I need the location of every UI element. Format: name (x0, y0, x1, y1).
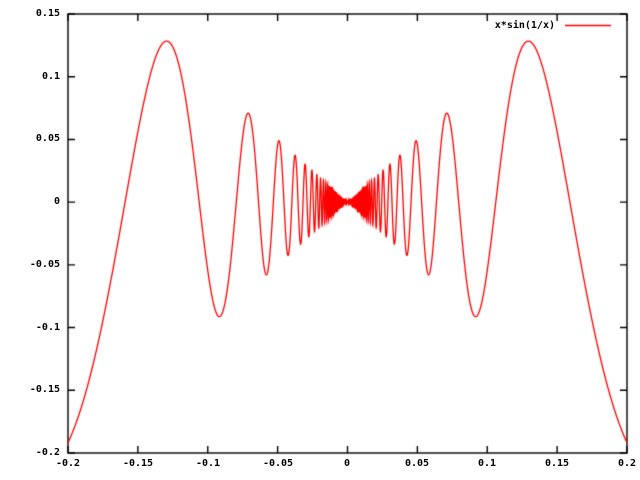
y-tick-label: 0.15 (35, 8, 60, 19)
y-tick-label: -0.15 (29, 384, 60, 395)
x-tick-label: 0.1 (477, 458, 497, 469)
y-tick-label: 0 (53, 196, 60, 207)
y-tick-label: 0.1 (41, 71, 60, 82)
y-tick-label: -0.2 (35, 447, 60, 458)
x-tick-label: -0.15 (122, 458, 154, 469)
x-tick-label: 0.05 (404, 458, 430, 469)
x-tick-label: -0.1 (195, 458, 221, 469)
y-tick-label: -0.05 (29, 259, 60, 270)
x-tick-label: 0.15 (544, 458, 570, 469)
x-tick-label: -0.05 (262, 458, 294, 469)
y-tick-label: -0.1 (35, 322, 60, 333)
x-tick-label: 0 (343, 458, 351, 469)
legend-label: x*sin(1/x) (494, 20, 555, 31)
x-tick-label: -0.2 (55, 458, 81, 469)
x-tick-label: 0.2 (617, 458, 637, 469)
y-tick-label: 0.05 (35, 133, 60, 144)
